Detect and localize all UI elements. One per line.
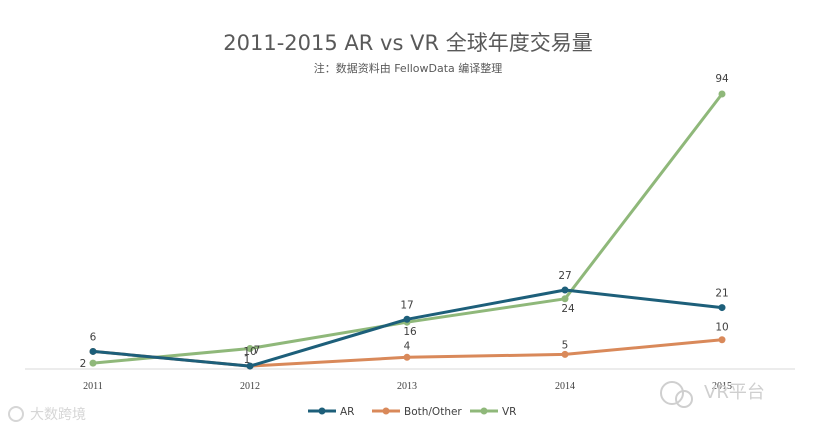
data-point (718, 336, 726, 344)
data-label: 1 (244, 354, 251, 366)
data-point (403, 315, 411, 323)
watermark-left-text: 大数跨境 (30, 407, 86, 423)
data-label: 16 (403, 326, 417, 338)
data-point (561, 350, 569, 358)
x-tick-label: 2014 (555, 381, 575, 392)
data-label: 10 (715, 322, 728, 334)
data-point (246, 362, 254, 370)
legend-label: AR (340, 406, 354, 418)
data-point (718, 90, 726, 98)
chart-subtitle: 注：数据资料由 FellowData 编译整理 (314, 61, 503, 75)
x-axis-ticks: 2011 2012 2013 2014 2015 (83, 381, 732, 392)
legend-marker (480, 407, 488, 415)
data-label: 17 (400, 299, 413, 311)
watermark-bottom-left: 大数跨境 (8, 406, 86, 423)
wechat-icon (660, 381, 684, 405)
data-label: 94 (715, 73, 729, 85)
data-label: 7 (254, 345, 261, 357)
legend: AR Both/Other VR (308, 406, 516, 418)
chart-title: 2011-2015 AR vs VR 全球年度交易量 (223, 31, 592, 55)
data-label: 21 (715, 288, 728, 300)
data-point (89, 359, 97, 367)
data-point (718, 304, 726, 312)
data-point (561, 286, 569, 294)
data-label: 4 (404, 340, 411, 352)
data-label: 6 (90, 331, 97, 343)
series-group (89, 90, 726, 370)
x-tick-label: 2015 (712, 381, 732, 392)
data-point (246, 345, 254, 353)
watermark-right-text: VR平台 (704, 382, 765, 403)
data-point (403, 353, 411, 361)
x-tick-label: 2012 (240, 381, 260, 392)
legend-marker (318, 407, 326, 415)
legend-marker (382, 407, 390, 415)
legend-label: VR (502, 406, 516, 418)
data-label: 27 (558, 270, 571, 282)
data-point (561, 295, 569, 303)
x-tick-label: 2011 (83, 381, 103, 392)
x-tick-label: 2013 (397, 381, 417, 392)
data-label: 10 (243, 346, 256, 358)
data-label: 24 (561, 303, 575, 315)
logo-icon (8, 406, 24, 422)
legend-label: Both/Other (404, 406, 462, 418)
wechat-icon-bubble (675, 390, 693, 408)
watermark-bottom-right: VR平台 (660, 381, 765, 408)
data-label: 2 (80, 358, 87, 370)
data-point (89, 347, 97, 355)
data-label: 5 (562, 339, 569, 351)
